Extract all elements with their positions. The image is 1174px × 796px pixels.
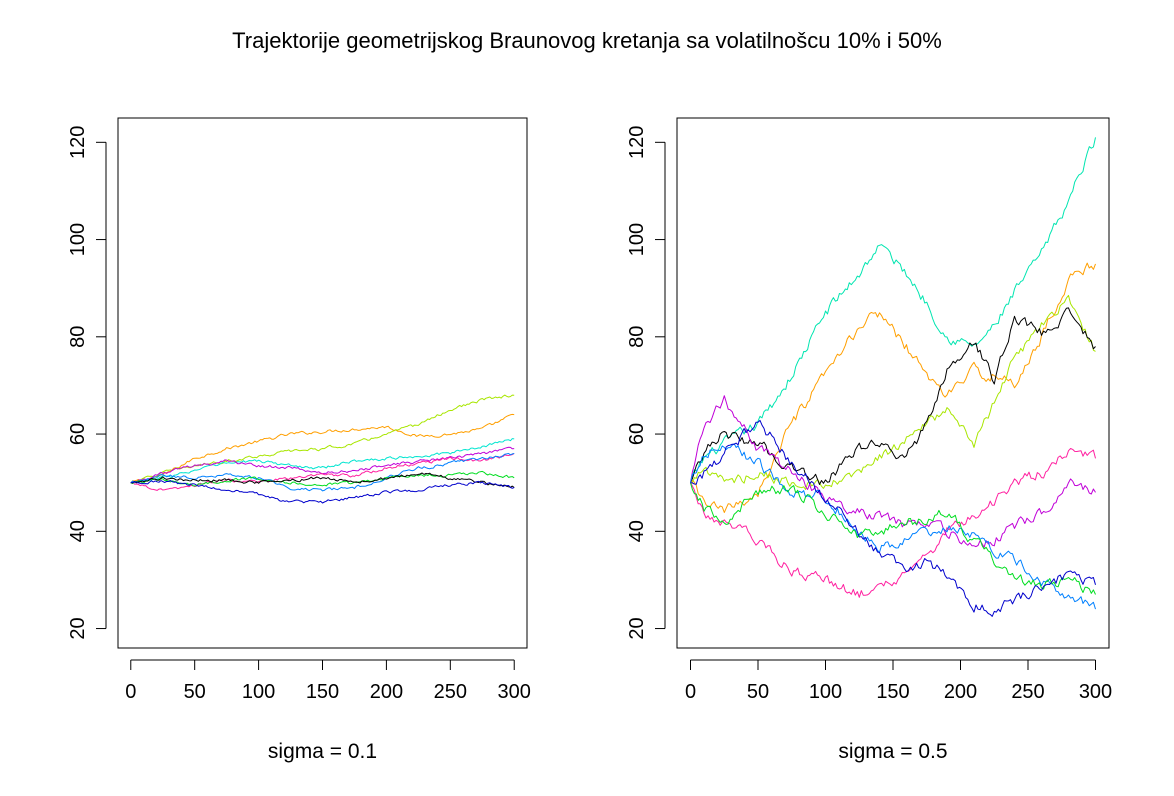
- series-line: [130, 470, 515, 487]
- x-tick-label: 250: [434, 681, 467, 703]
- x-tick-label: 50: [747, 681, 769, 703]
- series-line: [690, 443, 1096, 610]
- series-line: [690, 482, 1096, 595]
- y-tick-label: 40: [626, 520, 648, 542]
- series-line: [690, 262, 1096, 513]
- chart-title: Trajektorije geometrijskog Braunovog kre…: [232, 28, 942, 53]
- x-tick-label: 200: [944, 681, 977, 703]
- x-tick-label: 250: [1011, 681, 1044, 703]
- right-panel: 0 50 100 150 200 250 300 20 40 60 80 100 120 sigma = …: [626, 117, 1112, 763]
- y-tick-label: 120: [626, 126, 648, 159]
- y-tick-label: 80: [67, 326, 89, 348]
- y-tick-label: 80: [626, 326, 648, 348]
- series-line: [690, 419, 1096, 617]
- y-tick-label: 60: [626, 423, 648, 445]
- y-tick-label: 20: [626, 617, 648, 639]
- series-line: [690, 307, 1096, 485]
- x-tick-label: 50: [184, 681, 206, 703]
- x-tick-label: 100: [242, 681, 275, 703]
- series-line: [130, 413, 515, 484]
- series-line: [690, 448, 1096, 598]
- y-tick-label: 40: [67, 520, 89, 542]
- left-panel: 0 50 100 150 200 250 300 20 40 60 80 100 120 sigma = …: [67, 117, 531, 763]
- series-line: [690, 137, 1096, 483]
- series-line: [130, 438, 515, 484]
- x-tick-label: 150: [876, 681, 909, 703]
- series-line: [130, 472, 515, 488]
- series-line: [690, 294, 1096, 490]
- series-line: [690, 395, 1096, 548]
- x-axis-label: sigma = 0.5: [838, 740, 947, 763]
- x-tick-label: 150: [306, 681, 339, 703]
- x-tick-label: 200: [370, 681, 403, 703]
- x-tick-label: 300: [1079, 681, 1112, 703]
- x-axis-label: sigma = 0.1: [268, 740, 377, 763]
- y-tick-label: 120: [67, 126, 89, 159]
- series-line: [130, 394, 515, 484]
- series-line: [130, 480, 515, 504]
- x-tick-label: 100: [809, 681, 842, 703]
- y-tick-label: 100: [67, 223, 89, 256]
- x-tick-label: 0: [685, 681, 696, 703]
- x-tick-label: 0: [125, 681, 136, 703]
- x-tick-label: 300: [498, 681, 531, 703]
- y-tick-label: 60: [67, 423, 89, 445]
- plot-frame: [117, 117, 528, 649]
- series-line: [130, 453, 515, 491]
- y-tick-label: 20: [67, 617, 89, 639]
- plot-frame: [676, 117, 1110, 649]
- y-tick-label: 100: [626, 223, 648, 256]
